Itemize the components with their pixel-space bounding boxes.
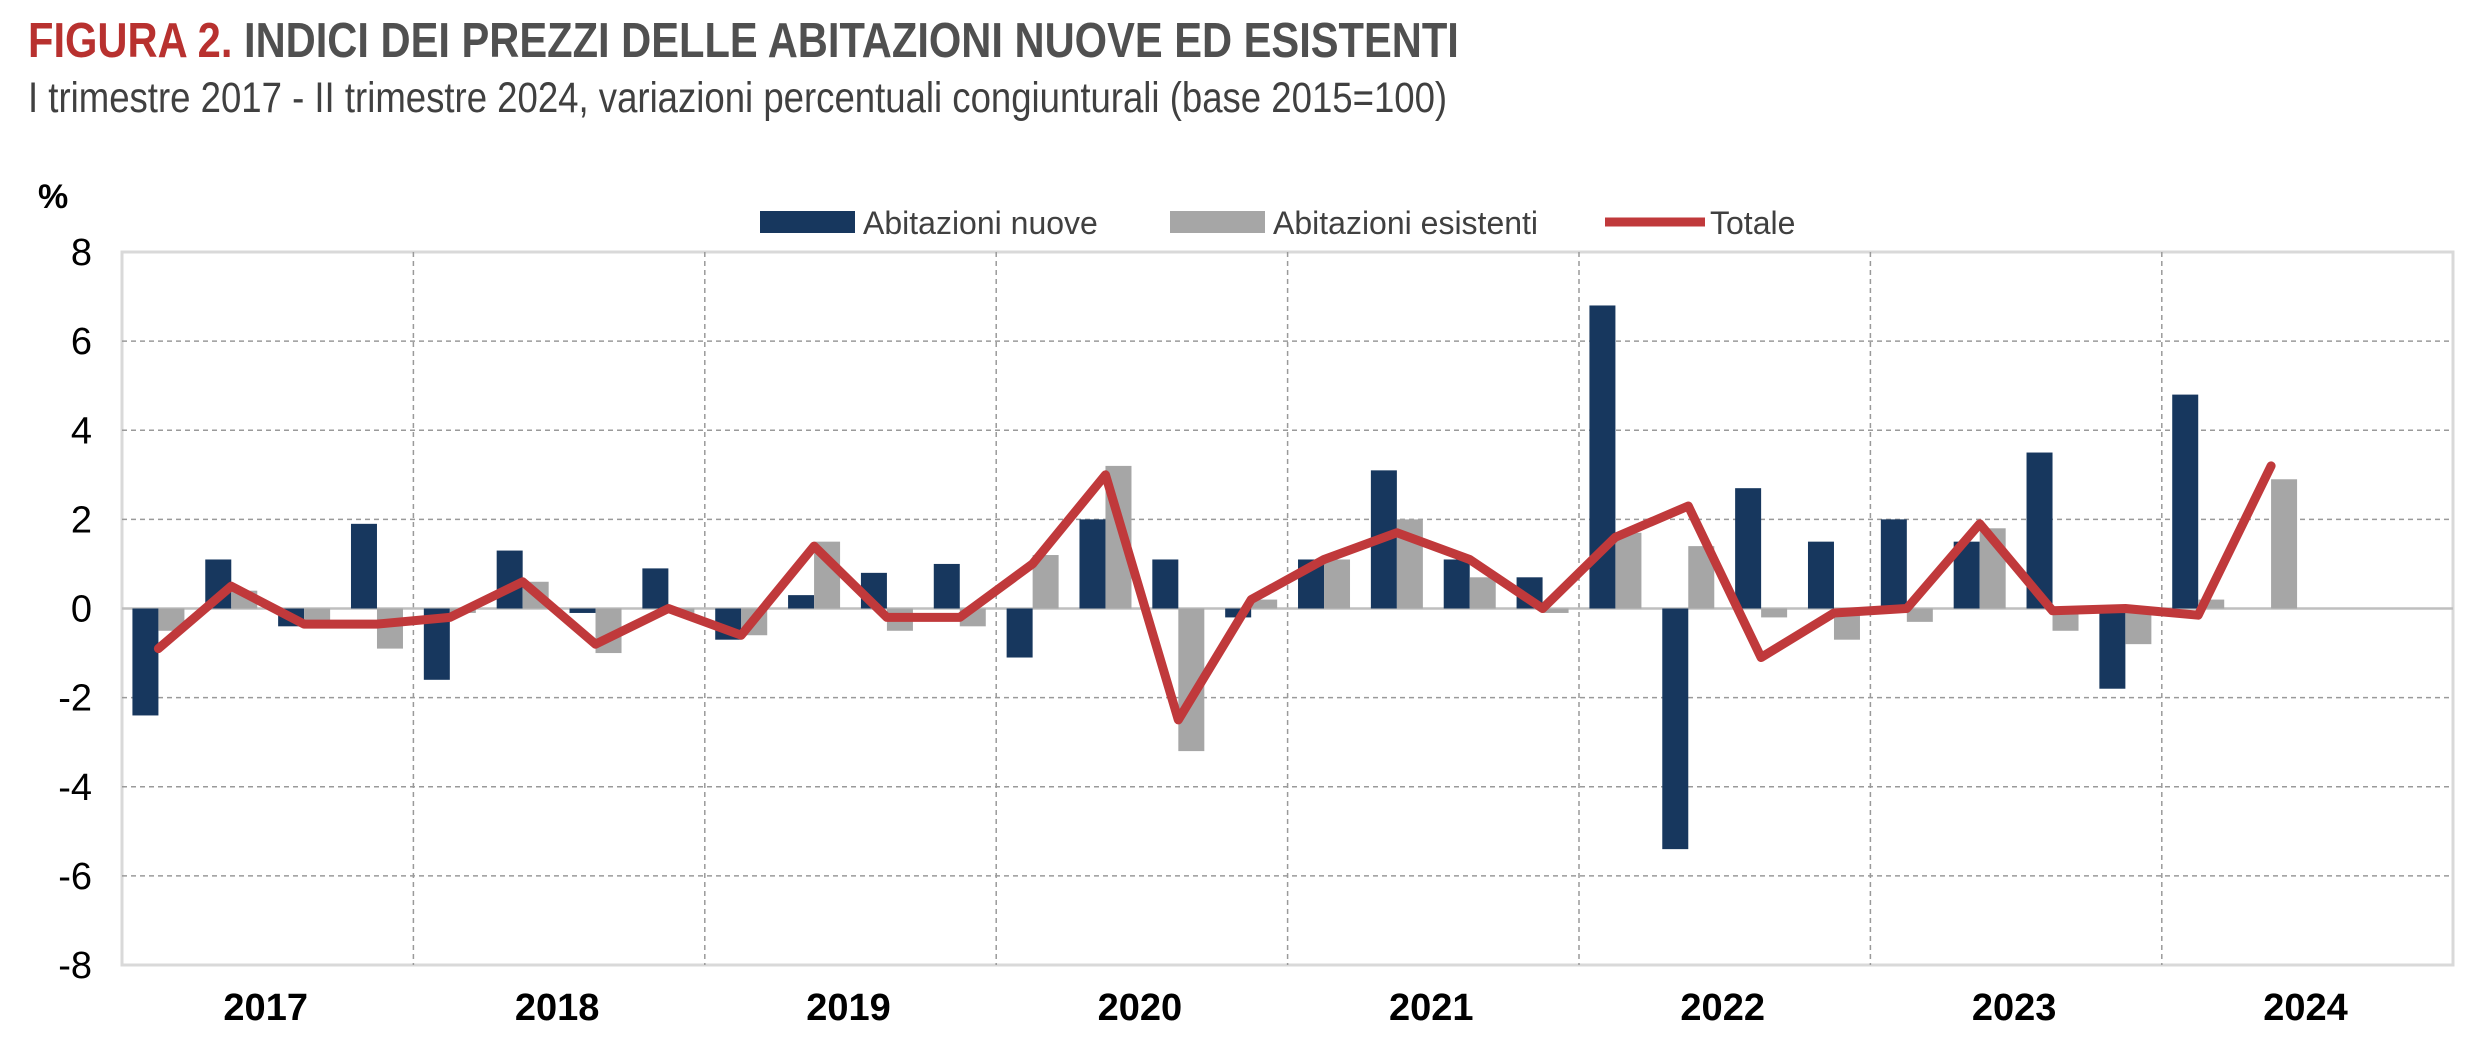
- bar-abitazioni-esistenti: [1542, 608, 1569, 613]
- bar-abitazioni-esistenti: [1324, 559, 1351, 609]
- y-axis-unit: %: [38, 178, 68, 216]
- legend-swatch-abitazioni-esistenti: [1170, 211, 1265, 233]
- x-tick-label-year: 2018: [515, 987, 600, 1029]
- bar-abitazioni-esistenti: [304, 608, 331, 622]
- bar-abitazioni-esistenti: [1615, 532, 1642, 609]
- figure-title: FIGURA 2. INDICI DEI PREZZI DELLE ABITAZ…: [28, 12, 2085, 70]
- bar-abitazioni-nuove: [2099, 608, 2126, 689]
- y-tick-label: 2: [71, 499, 92, 541]
- x-tick-label-year: 2023: [1972, 987, 2057, 1029]
- y-tick-label: -8: [58, 945, 92, 987]
- bar-abitazioni-esistenti: [158, 608, 185, 631]
- figure-title-text: INDICI DEI PREZZI DELLE ABITAZIONI NUOVE…: [243, 14, 1459, 68]
- legend: Abitazioni nuove Abitazioni esistenti To…: [760, 205, 1795, 241]
- x-tick-label-year: 2020: [1098, 987, 1183, 1029]
- y-tick-label: -2: [58, 678, 92, 720]
- bar-abitazioni-nuove: [1443, 559, 1470, 609]
- figure-number: FIGURA 2.: [28, 14, 233, 68]
- bar-abitazioni-nuove: [642, 568, 669, 609]
- bar-abitazioni-nuove: [1662, 608, 1689, 850]
- y-tick-label: -6: [58, 856, 92, 898]
- bar-abitazioni-esistenti: [1906, 608, 1933, 622]
- bar-abitazioni-nuove: [1880, 519, 1907, 609]
- line-totale: [153, 461, 2276, 725]
- legend-label-abitazioni-esistenti: Abitazioni esistenti: [1273, 205, 1538, 241]
- bar-abitazioni-esistenti: [1761, 608, 1788, 618]
- y-tick-label: -4: [58, 767, 92, 809]
- bar-abitazioni-nuove: [1807, 541, 1834, 609]
- y-tick-label: 4: [71, 410, 92, 452]
- bar-abitazioni-esistenti: [2198, 599, 2225, 609]
- y-tick-label: 0: [71, 589, 92, 631]
- figure-header: FIGURA 2. INDICI DEI PREZZI DELLE ABITAZ…: [28, 12, 2448, 124]
- x-tick-label-year: 2019: [806, 987, 891, 1029]
- legend-label-abitazioni-nuove: Abitazioni nuove: [863, 205, 1098, 241]
- bar-abitazioni-nuove: [569, 608, 596, 613]
- x-tick-label-year: 2017: [223, 987, 308, 1029]
- bar-abitazioni-nuove: [2172, 394, 2199, 609]
- bar-abitazioni-esistenti: [1469, 577, 1496, 609]
- x-tick-label-year: 2022: [1680, 987, 1765, 1029]
- x-tick-label-year: 2024: [2263, 987, 2348, 1029]
- bar-abitazioni-nuove: [1079, 519, 1106, 609]
- figure-subtitle: I trimestre 2017 - II trimestre 2024, va…: [28, 74, 1448, 122]
- bar-abitazioni-nuove: [788, 595, 815, 609]
- bar-abitazioni-nuove: [1006, 608, 1033, 658]
- y-tick-label: 6: [71, 321, 92, 363]
- bar-abitazioni-nuove: [1152, 559, 1179, 609]
- x-tick-label-year: 2021: [1389, 987, 1474, 1029]
- bar-abitazioni-nuove: [933, 563, 960, 609]
- bar-abitazioni-nuove: [350, 523, 377, 609]
- bar-abitazioni-nuove: [1735, 488, 1762, 609]
- bar-abitazioni-esistenti: [376, 608, 403, 649]
- legend-label-totale: Totale: [1710, 205, 1795, 241]
- bar-abitazioni-esistenti: [1251, 599, 1278, 609]
- legend-swatch-abitazioni-nuove: [760, 211, 855, 233]
- bar-abitazioni-nuove: [132, 608, 159, 716]
- bar-abitazioni-esistenti: [2271, 479, 2298, 609]
- y-tick-label: 8: [71, 232, 92, 274]
